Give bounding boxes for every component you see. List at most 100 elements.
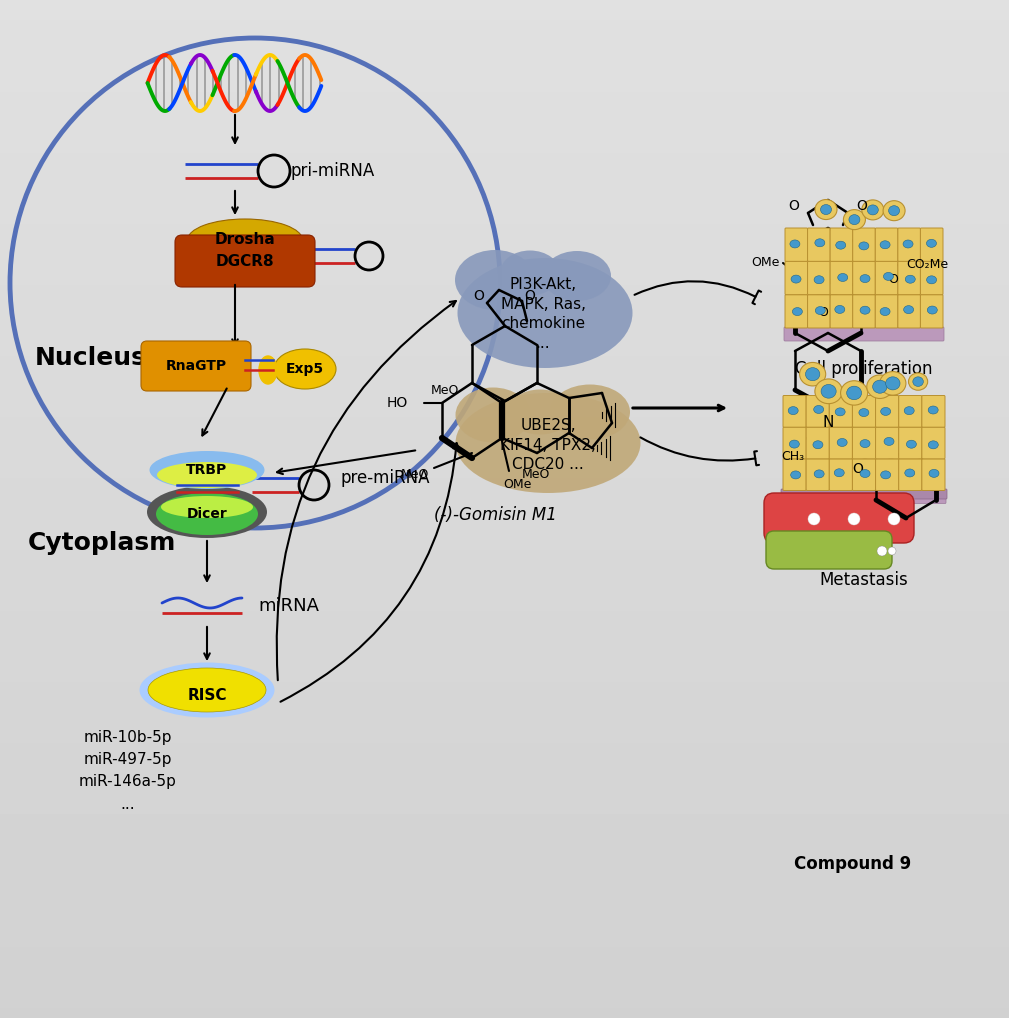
Ellipse shape	[156, 493, 258, 535]
FancyBboxPatch shape	[920, 294, 943, 328]
Ellipse shape	[805, 367, 820, 381]
Ellipse shape	[259, 356, 277, 384]
Ellipse shape	[274, 349, 336, 389]
FancyBboxPatch shape	[922, 428, 945, 459]
Ellipse shape	[884, 273, 893, 280]
Ellipse shape	[844, 210, 866, 230]
FancyBboxPatch shape	[853, 396, 876, 428]
Ellipse shape	[814, 470, 824, 477]
Ellipse shape	[926, 276, 936, 284]
Text: Compound 9: Compound 9	[794, 855, 911, 873]
Ellipse shape	[550, 385, 630, 440]
FancyBboxPatch shape	[781, 489, 947, 499]
Text: HO: HO	[386, 396, 408, 410]
Ellipse shape	[834, 305, 845, 314]
FancyBboxPatch shape	[853, 459, 876, 491]
FancyBboxPatch shape	[876, 428, 899, 459]
FancyBboxPatch shape	[898, 262, 920, 294]
Text: Exp5: Exp5	[286, 362, 324, 376]
FancyBboxPatch shape	[766, 531, 892, 569]
Ellipse shape	[926, 239, 936, 247]
Text: miR-10b-5p
miR-497-5p
miR-146a-5p
...: miR-10b-5p miR-497-5p miR-146a-5p ...	[79, 730, 177, 811]
Ellipse shape	[837, 274, 848, 281]
Ellipse shape	[903, 240, 913, 248]
FancyBboxPatch shape	[842, 491, 886, 517]
Ellipse shape	[788, 406, 798, 414]
Text: N: N	[822, 415, 833, 431]
Ellipse shape	[905, 275, 915, 283]
Ellipse shape	[837, 439, 848, 447]
Text: TRBP: TRBP	[187, 463, 228, 477]
Text: Cytoplasm: Cytoplasm	[28, 531, 177, 555]
Ellipse shape	[789, 440, 799, 448]
Ellipse shape	[455, 250, 535, 310]
Text: Nucleus: Nucleus	[35, 346, 147, 370]
Circle shape	[877, 546, 887, 556]
FancyBboxPatch shape	[920, 262, 943, 294]
Text: O: O	[525, 289, 536, 303]
Text: O: O	[888, 274, 898, 286]
Ellipse shape	[880, 241, 890, 248]
FancyBboxPatch shape	[853, 294, 875, 328]
FancyBboxPatch shape	[853, 262, 875, 294]
Ellipse shape	[880, 372, 906, 395]
Ellipse shape	[148, 668, 266, 712]
Text: CO₂Me: CO₂Me	[906, 259, 948, 272]
Ellipse shape	[455, 388, 531, 443]
Text: Dicer: Dicer	[187, 507, 227, 521]
FancyBboxPatch shape	[807, 294, 830, 328]
Circle shape	[888, 513, 900, 525]
FancyBboxPatch shape	[898, 294, 920, 328]
FancyBboxPatch shape	[876, 396, 899, 428]
FancyBboxPatch shape	[898, 228, 920, 262]
Ellipse shape	[886, 377, 900, 390]
Ellipse shape	[860, 275, 870, 283]
FancyBboxPatch shape	[807, 262, 830, 294]
Text: (-)-Gomisin M1: (-)-Gomisin M1	[434, 506, 556, 524]
FancyBboxPatch shape	[785, 262, 807, 294]
FancyBboxPatch shape	[899, 428, 922, 459]
FancyBboxPatch shape	[920, 228, 943, 262]
Ellipse shape	[881, 471, 891, 478]
Ellipse shape	[815, 200, 837, 220]
Ellipse shape	[929, 469, 939, 477]
Ellipse shape	[859, 408, 869, 416]
FancyBboxPatch shape	[830, 262, 853, 294]
Text: CH₃: CH₃	[781, 450, 804, 463]
Ellipse shape	[188, 219, 303, 261]
FancyBboxPatch shape	[829, 396, 853, 428]
Ellipse shape	[543, 251, 611, 301]
Ellipse shape	[908, 373, 927, 390]
FancyBboxPatch shape	[764, 493, 914, 543]
FancyBboxPatch shape	[783, 428, 806, 459]
FancyBboxPatch shape	[922, 396, 945, 428]
Text: MeO: MeO	[522, 468, 550, 482]
FancyBboxPatch shape	[829, 459, 853, 491]
FancyBboxPatch shape	[807, 228, 830, 262]
Ellipse shape	[821, 385, 836, 398]
Ellipse shape	[814, 276, 824, 284]
FancyBboxPatch shape	[829, 428, 853, 459]
Ellipse shape	[161, 496, 253, 518]
Circle shape	[888, 547, 896, 555]
Ellipse shape	[862, 200, 884, 220]
FancyBboxPatch shape	[806, 396, 829, 428]
FancyBboxPatch shape	[784, 327, 944, 341]
Ellipse shape	[820, 205, 831, 215]
FancyBboxPatch shape	[806, 428, 829, 459]
Ellipse shape	[791, 471, 801, 478]
Ellipse shape	[790, 240, 800, 248]
Text: miRNA: miRNA	[258, 597, 319, 615]
Ellipse shape	[149, 451, 264, 489]
Text: O: O	[789, 199, 799, 213]
Ellipse shape	[139, 663, 274, 718]
Ellipse shape	[883, 201, 905, 221]
Ellipse shape	[904, 305, 913, 314]
Ellipse shape	[157, 462, 257, 488]
Text: RISC: RISC	[188, 688, 227, 703]
Ellipse shape	[849, 215, 860, 225]
Text: Drosha: Drosha	[215, 232, 275, 247]
FancyBboxPatch shape	[899, 459, 922, 491]
Text: O: O	[818, 306, 828, 320]
Ellipse shape	[791, 275, 801, 283]
